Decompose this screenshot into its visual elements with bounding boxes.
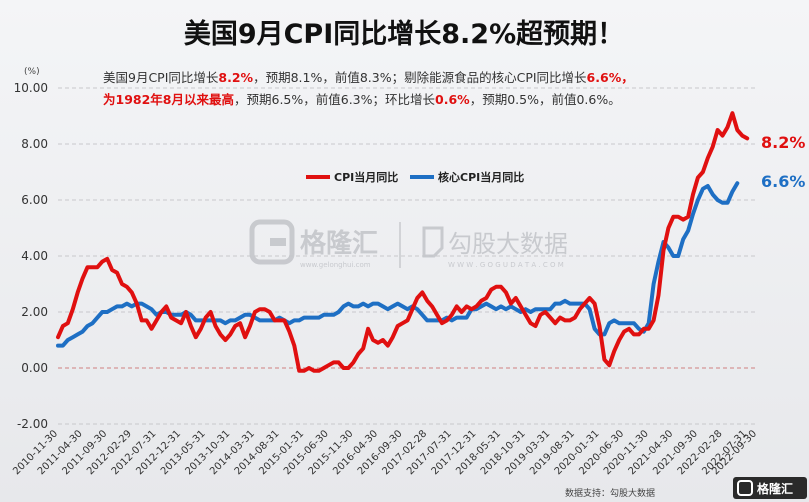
annotation-line-1: 美国9月CPI同比增长8.2%，预期8.1%，前值8.3%；剔除能源食品的核心C…	[103, 70, 634, 85]
corner-logo-icon	[737, 480, 753, 496]
watermark-product-url: W W W . G O G U D A T A . C O M	[448, 261, 564, 269]
corner-logo-text: 格隆汇	[757, 481, 793, 496]
annotation-text: ，预期8.1%，前值8.3%；剔除能源食品的核心CPI同比增长	[253, 70, 587, 85]
watermark: 格隆汇 www.gelonghui.com 勾股大数据 W W W . G O …	[249, 219, 568, 269]
watermark-brand: 格隆汇	[300, 228, 378, 259]
annotation-highlight: ，	[621, 70, 634, 85]
x-axis: 2010-11-302011-04-302011-09-302012-02-29…	[11, 428, 759, 477]
annotation-line-2: 为1982年8月以来最高，预期6.5%，前值6.3%；环比增长0.6%，预期0.…	[103, 92, 621, 107]
annotation-text: ，预期0.5%，前值0.6%。	[470, 92, 621, 107]
legend: CPI当月同比 核心CPI当月同比	[306, 170, 524, 184]
y-tick-label: -2.00	[17, 417, 48, 431]
y-axis: 10.00 8.00 6.00 4.00 2.00 0.00 -2.00	[14, 81, 48, 431]
end-label-core-cpi: 6.6%	[761, 172, 805, 191]
gelonghui-logo-icon	[249, 219, 295, 265]
y-tick-label: 2.00	[21, 305, 48, 319]
grid	[58, 87, 757, 425]
legend-label-cpi: CPI当月同比	[334, 170, 398, 184]
y-tick-label: 8.00	[21, 137, 48, 151]
series-line-core-cpi	[56, 181, 740, 348]
end-label-cpi: 8.2%	[761, 133, 805, 152]
annotation-text: 美国9月CPI同比增长	[103, 70, 219, 85]
annotation-highlight: 为1982年8月以来最高	[103, 92, 234, 107]
gogudata-logo-icon	[422, 226, 444, 258]
legend-label-core-cpi: 核心CPI当月同比	[438, 170, 524, 184]
y-tick-label: 10.00	[14, 81, 48, 95]
corner-logo: 格隆汇	[733, 477, 807, 499]
y-tick-label: 4.00	[21, 249, 48, 263]
y-tick-label: 0.00	[21, 361, 48, 375]
annotation-text: ，预期6.5%，前值6.3%；环比增长	[234, 92, 436, 107]
annotation-highlight: 8.2%	[218, 70, 253, 85]
annotation-highlight: 0.6%	[435, 92, 470, 107]
chart-title: 美国9月CPI同比增长8.2%超预期！	[184, 18, 624, 50]
series-lines	[56, 111, 750, 373]
series-line-cpi	[56, 111, 750, 373]
annotation-highlight: 6.6%	[587, 70, 622, 85]
y-tick-label: 6.00	[21, 193, 48, 207]
data-source: 数据支持：勾股大数据	[565, 487, 655, 499]
y-unit: (%)	[24, 67, 40, 77]
watermark-brand-url: www.gelonghui.com	[300, 261, 371, 269]
watermark-product: 勾股大数据	[448, 230, 568, 258]
